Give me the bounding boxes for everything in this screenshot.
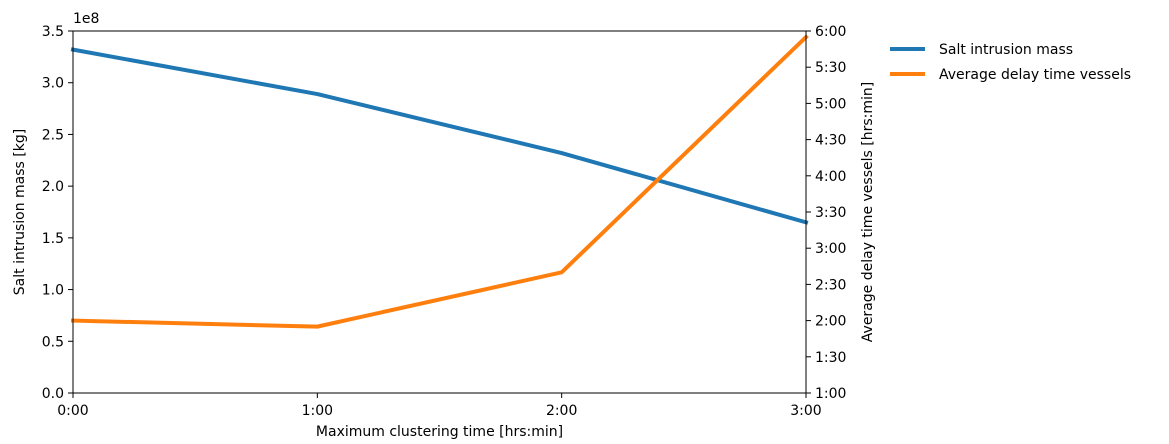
plot-frame xyxy=(72,30,807,394)
right-y-tick-label: 2:30 xyxy=(815,277,846,293)
series-layer xyxy=(70,34,809,329)
right-y-tick-label: 4:00 xyxy=(815,169,846,185)
right-y-tick-label: 3:00 xyxy=(815,241,846,257)
right-y-tick-label: 4:30 xyxy=(815,133,846,149)
x-tick-label: 0:00 xyxy=(57,403,88,419)
legend-label-1: Average delay time vessels xyxy=(939,67,1131,83)
left-y-tick-label: 1.5 xyxy=(42,231,64,247)
legend-label-0: Salt intrusion mass xyxy=(939,42,1073,58)
left-axis-offset-text: 1e8 xyxy=(73,11,99,27)
right-y-tick-label: 1:00 xyxy=(815,386,846,402)
right-y-axis-title: Average delay time vessels [hrs:min] xyxy=(860,82,876,342)
text-layer: 1e8 Maximum clustering time [hrs:min] Sa… xyxy=(12,11,876,440)
left-y-tick-label: 0.5 xyxy=(42,334,64,350)
left-y-tick-label: 2.5 xyxy=(42,127,64,143)
right-y-tick-label: 2:00 xyxy=(815,314,846,330)
right-y-tick-label: 6:00 xyxy=(815,24,846,40)
x-tick-label: 1:00 xyxy=(302,403,333,419)
x-tick-label: 2:00 xyxy=(546,403,577,419)
x-axis-title: Maximum clustering time [hrs:min] xyxy=(316,424,563,440)
left-y-tick-label: 0.0 xyxy=(42,386,64,402)
right-y-tick-label: 5:00 xyxy=(815,96,846,112)
right-y-tick-label: 1:30 xyxy=(815,350,846,366)
left-y-tick-label: 2.0 xyxy=(42,179,64,195)
legend: Salt intrusion mass Average delay time ve… xyxy=(890,42,1131,83)
right-y-tick-label: 5:30 xyxy=(815,60,846,76)
left-y-tick-label: 3.0 xyxy=(42,76,64,92)
series-line-1 xyxy=(70,34,809,329)
series-line-0 xyxy=(70,47,809,225)
left-y-tick-label: 1.0 xyxy=(42,283,64,299)
right-y-tick-label: 3:30 xyxy=(815,205,846,221)
left-y-tick-label: 3.5 xyxy=(42,24,64,40)
left-y-axis-title: Salt intrusion mass [kg] xyxy=(12,129,28,295)
x-tick-label: 3:00 xyxy=(790,403,821,419)
axes-layer: 0:00 1:00 2:00 3:00 0.0 0.5 1.0 1.5 2.0 2.5 3.0 3.5… xyxy=(42,24,847,419)
